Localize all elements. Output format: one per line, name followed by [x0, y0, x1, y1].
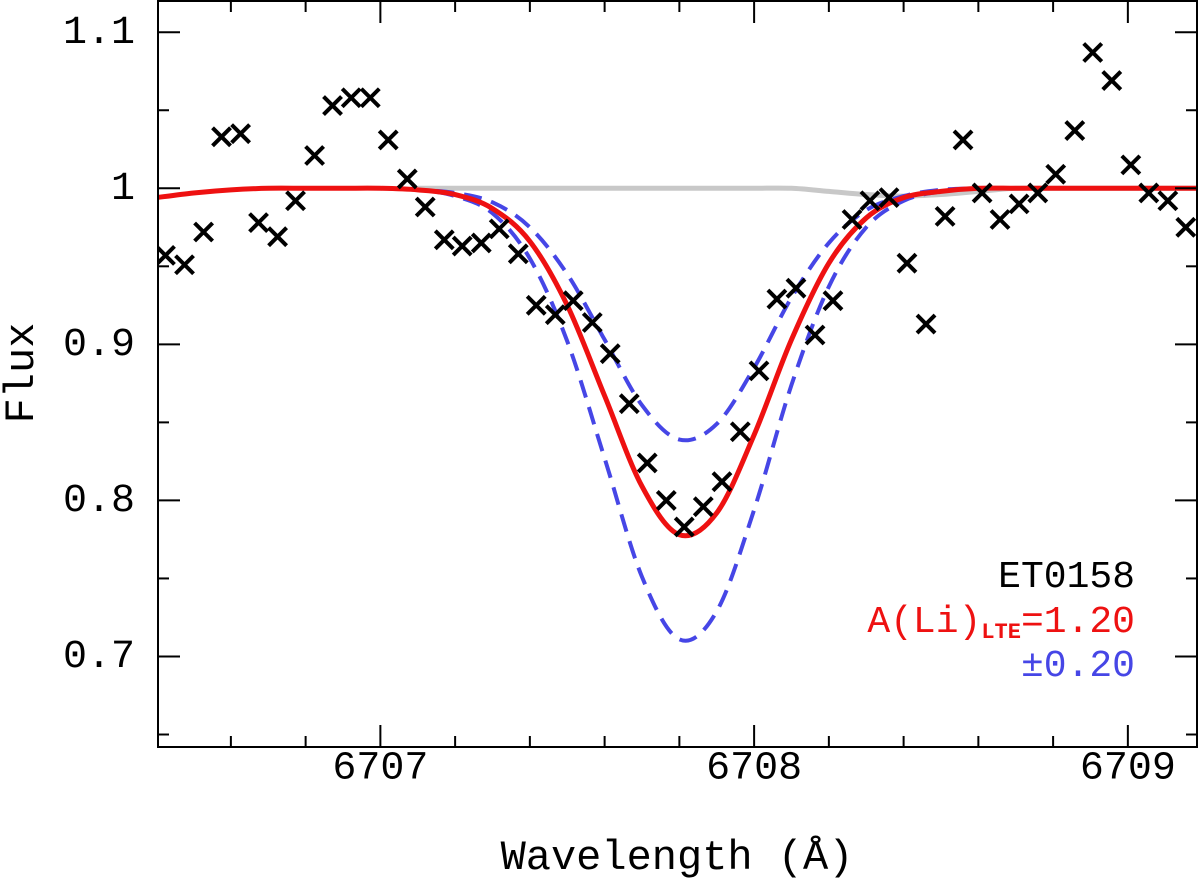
model-line [380, 186, 979, 443]
data-point [1138, 182, 1160, 204]
data-point [285, 190, 306, 212]
abundance-label: A(Li)LTE=1.20 [867, 601, 1135, 645]
data-point [581, 312, 603, 333]
y-tick-label: 1.1 [63, 11, 135, 56]
data-point [952, 129, 974, 151]
data-point [673, 516, 695, 538]
data-point [470, 232, 492, 254]
data-point [193, 221, 215, 243]
data-point [785, 277, 807, 299]
data-point [1175, 216, 1197, 238]
data-point [989, 209, 1011, 230]
data-point [211, 126, 232, 148]
data-point [562, 290, 584, 312]
data-point [711, 471, 733, 493]
x-axis-label: Wavelength (Å) [501, 834, 854, 882]
y-axis-label: Flux [0, 323, 46, 424]
data-point [248, 212, 269, 234]
data-point [377, 129, 399, 151]
plot-frame [157, 0, 1198, 748]
data-point [1008, 193, 1030, 215]
data-point [414, 196, 436, 218]
data-point [544, 304, 566, 326]
data-point [158, 244, 176, 266]
abundance-sub: LTE [981, 620, 1021, 645]
data-point [488, 218, 510, 240]
data-point [174, 254, 195, 276]
data-point [655, 489, 677, 511]
data-point [729, 421, 751, 443]
data-point [507, 243, 529, 265]
data-point [971, 182, 993, 204]
model-line [380, 186, 979, 643]
y-tick-label: 1 [111, 167, 135, 212]
data-point [599, 343, 621, 365]
data-point [934, 205, 956, 227]
data-point [525, 294, 547, 316]
data-point [692, 496, 714, 518]
data-point [1064, 120, 1086, 141]
x-tick-label: 6709 [1080, 747, 1176, 792]
data-point [433, 229, 455, 251]
data-point [1101, 70, 1123, 92]
data-point [766, 288, 788, 310]
error-label: ±0.20 [1021, 645, 1135, 688]
data-point [340, 87, 362, 109]
data-point [822, 290, 844, 312]
data-point [1045, 163, 1067, 185]
plot-area [158, 42, 1197, 643]
data-point [451, 235, 473, 257]
data-point [1157, 190, 1179, 212]
x-tick-label: 6707 [332, 747, 428, 792]
abundance-name: A(Li) [867, 601, 981, 644]
data-point [322, 95, 343, 116]
y-tick-label: 0.7 [63, 635, 135, 680]
abundance-value: =1.20 [1021, 601, 1135, 644]
model-line [158, 185, 1197, 539]
y-tick-label: 0.8 [63, 479, 135, 524]
data-point [1027, 182, 1049, 204]
data-point [636, 452, 658, 474]
data-point [896, 252, 918, 274]
data-point [878, 187, 900, 209]
x-tick-label: 6708 [706, 747, 802, 792]
data-point [304, 145, 326, 166]
data-point [396, 168, 418, 190]
data-point [230, 123, 252, 145]
data-point [859, 190, 881, 212]
data-point [267, 226, 289, 248]
data-point [618, 393, 640, 415]
data-point [1082, 42, 1104, 63]
data-point [748, 360, 770, 382]
y-tick-label: 0.9 [63, 323, 135, 368]
data-point [915, 313, 937, 335]
data-point [359, 87, 381, 109]
data-point [804, 324, 826, 346]
data-point [841, 209, 863, 230]
star-label: ET0158 [998, 556, 1135, 599]
data-point [1120, 154, 1142, 176]
